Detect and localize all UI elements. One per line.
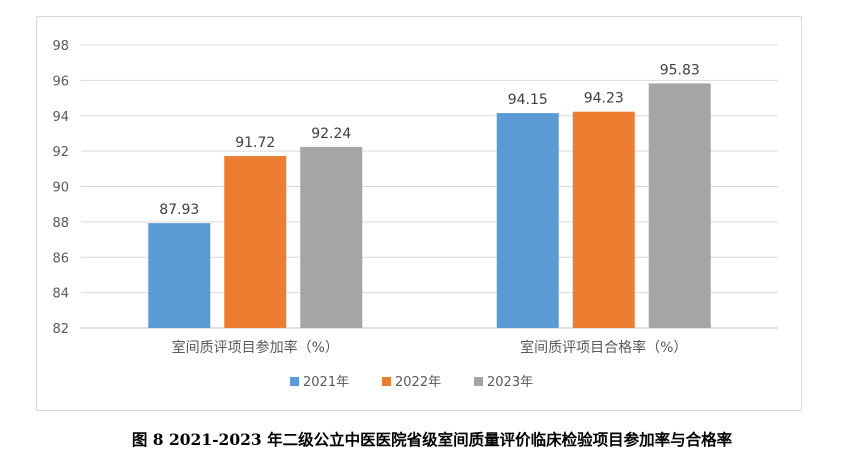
bar	[496, 113, 559, 328]
legend-label: 2021年	[303, 375, 349, 390]
legend-swatch	[382, 377, 391, 386]
data-label: 92.24	[311, 126, 351, 142]
y-tick-label: 90	[52, 181, 69, 196]
y-tick-label: 98	[52, 39, 69, 54]
bar	[148, 223, 211, 328]
y-tick-label: 84	[52, 287, 69, 302]
y-tick-label: 92	[52, 145, 69, 160]
bar	[300, 146, 363, 328]
bar-chart: 82 84 86 88 90 92 94 96 98 87.93 91.72 92.24 室间质评项目参…	[52, 39, 778, 390]
y-tick-label: 96	[52, 74, 69, 89]
y-tick-label: 94	[52, 110, 69, 125]
figure-caption: 图 8 2021-2023 年二级公立中医医院省级室间质量评价临床检验项目参加率…	[131, 430, 733, 449]
data-label: 87.93	[159, 202, 199, 218]
y-tick-label: 86	[52, 251, 69, 266]
data-label: 95.83	[660, 62, 700, 78]
legend-swatch	[474, 377, 483, 386]
legend-swatch	[290, 377, 299, 386]
bar	[572, 111, 635, 328]
legend-label: 2022年	[395, 375, 441, 390]
data-label: 94.15	[508, 92, 548, 108]
y-tick-label: 82	[52, 322, 69, 337]
chart-frame: 82 84 86 88 90 92 94 96 98 87.93 91.72 92.24 室间质评项目参…	[36, 16, 802, 411]
data-label: 94.23	[584, 91, 624, 107]
category-label: 室间质评项目合格率（%）	[520, 339, 687, 356]
y-tick-label: 88	[52, 216, 69, 231]
legend-label: 2023年	[487, 375, 533, 390]
category-label: 室间质评项目参加率（%）	[172, 339, 339, 356]
data-label: 91.72	[235, 135, 275, 151]
bar	[224, 156, 287, 328]
bar	[648, 83, 711, 329]
